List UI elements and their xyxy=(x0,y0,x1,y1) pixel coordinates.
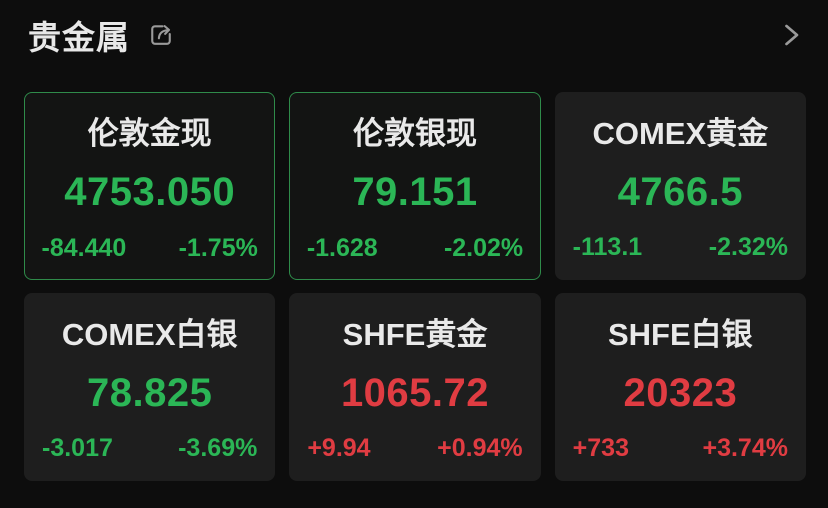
last-price: 79.151 xyxy=(352,170,478,214)
price-change-percent: +3.74% xyxy=(702,434,788,462)
instrument-name: SHFE白银 xyxy=(607,317,753,352)
last-price: 1065.72 xyxy=(340,371,490,415)
price-change: +9.94 xyxy=(307,434,371,462)
price-change: -113.1 xyxy=(572,233,643,261)
section-title: 贵金属 xyxy=(28,18,130,56)
change-row: -3.017 -3.69% xyxy=(38,436,261,461)
metals-grid: 伦敦金现 4753.050 -84.440 -1.75% 伦敦银现 79.151… xyxy=(24,92,806,481)
price-change-percent: -2.02% xyxy=(443,233,524,262)
share-button[interactable] xyxy=(144,20,178,54)
quote-card[interactable]: 伦敦银现 79.151 -1.628 -2.02% xyxy=(289,92,541,280)
price-change-percent: -3.69% xyxy=(178,434,258,462)
last-price: 4753.050 xyxy=(64,170,236,214)
last-price: 4766.5 xyxy=(617,170,743,214)
change-row: +733 +3.74% xyxy=(569,436,792,461)
change-row: -84.440 -1.75% xyxy=(38,233,262,262)
instrument-name: SHFE黄金 xyxy=(342,317,488,352)
change-row: +9.94 +0.94% xyxy=(303,436,526,461)
quote-card[interactable]: COMEX白银 78.825 -3.017 -3.69% xyxy=(24,293,276,481)
quote-card[interactable]: SHFE黄金 1065.72 +9.94 +0.94% xyxy=(289,293,541,481)
instrument-name: COMEX白银 xyxy=(61,317,238,352)
price-change: +733 xyxy=(572,434,629,462)
price-change: -1.628 xyxy=(306,233,378,262)
price-change-percent: -1.75% xyxy=(178,233,258,262)
quote-card[interactable]: SHFE白银 20323 +733 +3.74% xyxy=(554,293,806,481)
last-price: 78.825 xyxy=(86,371,213,415)
quote-card[interactable]: COMEX黄金 4766.5 -113.1 -2.32% xyxy=(554,92,806,280)
price-change: -3.017 xyxy=(42,434,113,462)
instrument-name: 伦敦银现 xyxy=(352,115,477,151)
last-price: 20323 xyxy=(623,371,738,415)
change-row: -113.1 -2.32% xyxy=(569,235,792,260)
price-change-percent: -2.32% xyxy=(708,233,788,261)
change-row: -1.628 -2.02% xyxy=(303,233,527,262)
price-change-percent: +0.94% xyxy=(437,434,523,462)
instrument-name: 伦敦金现 xyxy=(87,115,212,151)
instrument-name: COMEX黄金 xyxy=(592,116,769,151)
expand-section-button[interactable] xyxy=(774,20,808,54)
price-change: -84.440 xyxy=(41,233,127,262)
share-icon xyxy=(146,20,176,55)
quote-card[interactable]: 伦敦金现 4753.050 -84.440 -1.75% xyxy=(24,92,276,280)
section-header: 贵金属 xyxy=(0,0,828,56)
chevron-right-icon xyxy=(778,20,804,55)
